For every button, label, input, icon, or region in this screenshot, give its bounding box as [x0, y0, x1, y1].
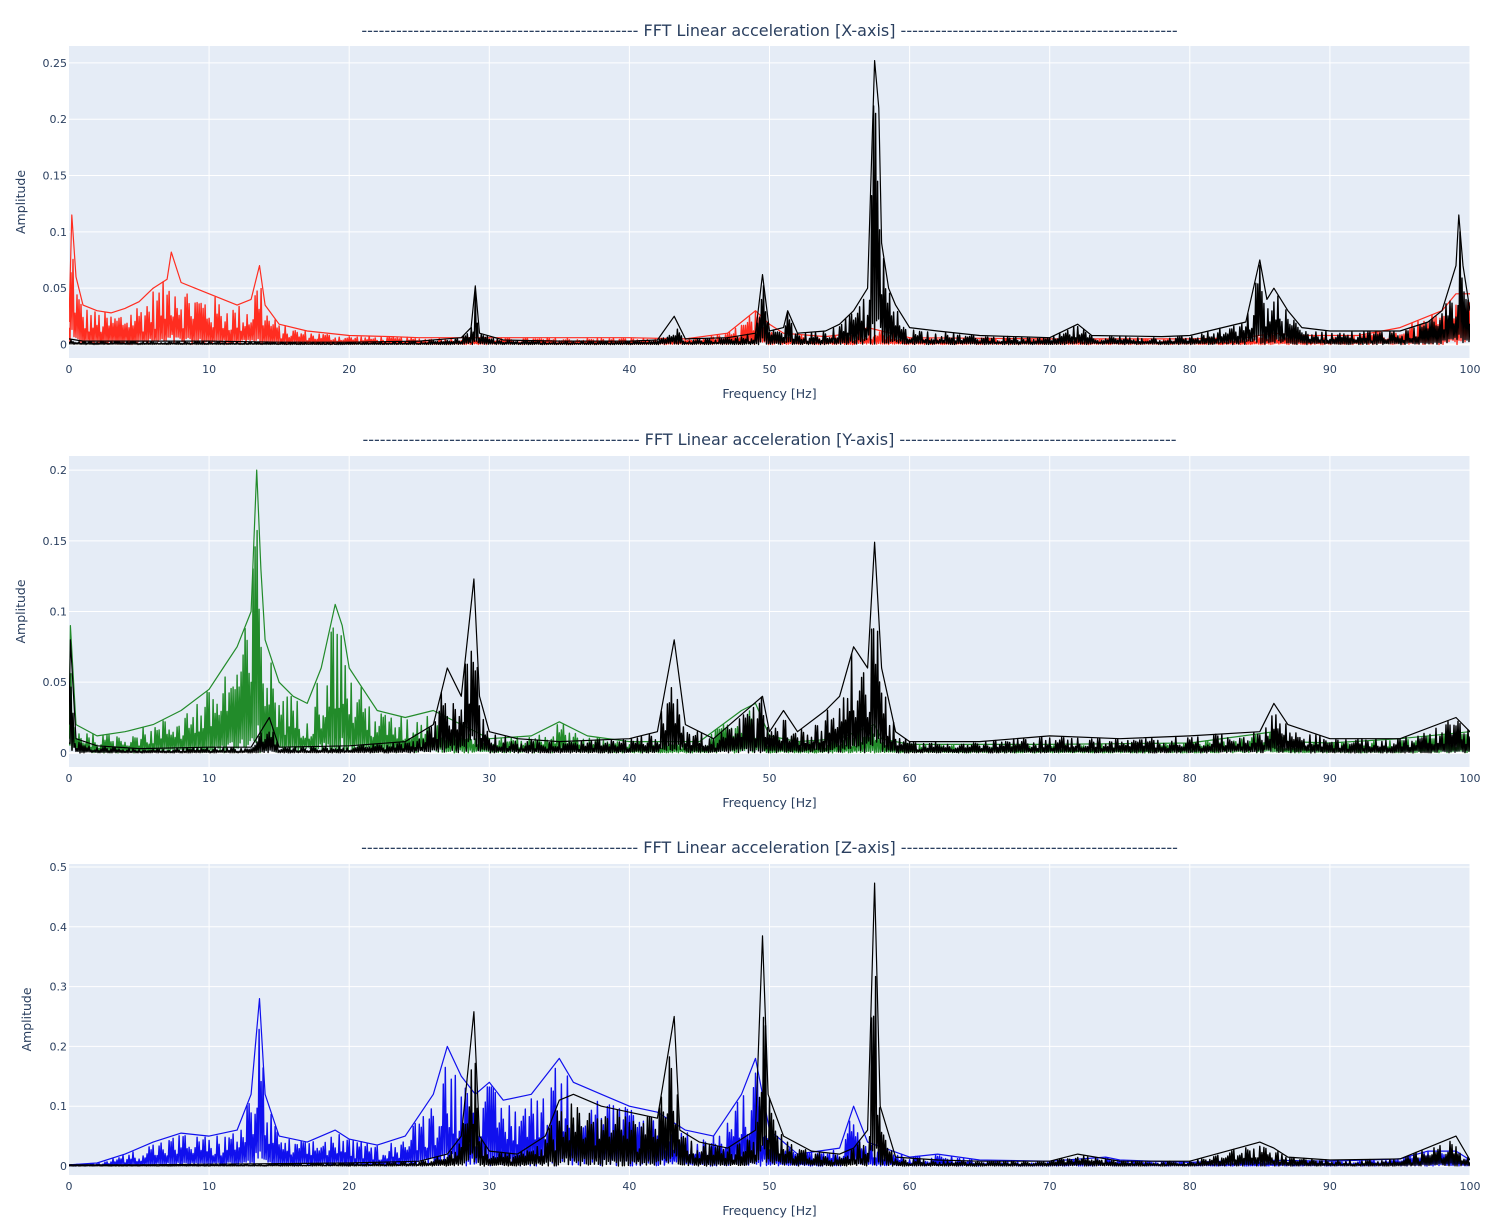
- x-tick-label: 0: [66, 363, 73, 376]
- series-group: [69, 469, 1470, 754]
- y-tick-label: 0.3: [50, 981, 68, 994]
- series-peaks-2: [69, 541, 1470, 750]
- x-tick-label: 100: [1460, 363, 1481, 376]
- y-tick-label: 0.2: [50, 464, 68, 477]
- y-tick-label: 0.1: [50, 226, 68, 239]
- x-tick-label: 20: [342, 772, 356, 785]
- y-tick-label: 0.2: [50, 113, 68, 126]
- subplot-1: 0 10 20 30 40 50 60 70 80 90 100 0 0.05 0.1 0.15 0.2 0.2…: [13, 21, 1481, 401]
- x-tick-label: 40: [622, 1180, 636, 1193]
- series-peaks-2: [69, 882, 1470, 1166]
- subplot-3: 0 10 20 30 40 50 60 70 80 90 100 0 0.1 0.2 0.3 0.4 0.5 --…: [19, 838, 1481, 1218]
- y-tick-label: 0.05: [43, 676, 68, 689]
- subplot-title: ----------------------------------------…: [362, 430, 1176, 449]
- series-peaks-2: [69, 60, 1470, 343]
- x-tick-label: 90: [1323, 363, 1337, 376]
- x-tick-label: 80: [1183, 772, 1197, 785]
- x-tick-label: 80: [1183, 363, 1197, 376]
- y-tick-label: 0.15: [43, 535, 68, 548]
- x-tick-label: 50: [763, 772, 777, 785]
- x-tick-label: 50: [763, 1180, 777, 1193]
- x-axis-label: Frequency [Hz]: [722, 1203, 816, 1218]
- x-axis-label: Frequency [Hz]: [722, 386, 816, 401]
- x-tick-label: 60: [903, 772, 917, 785]
- x-tick-label: 10: [202, 1180, 216, 1193]
- x-tick-label: 70: [1043, 363, 1057, 376]
- x-tick-label: 0: [66, 1180, 73, 1193]
- y-axis-label: Amplitude: [13, 170, 28, 234]
- x-tick-label: 70: [1043, 772, 1057, 785]
- y-tick-label: 0.4: [50, 921, 68, 934]
- y-tick-label: 0.15: [43, 170, 68, 183]
- x-tick-label: 90: [1323, 1180, 1337, 1193]
- x-tick-label: 30: [482, 363, 496, 376]
- y-tick-label: 0: [60, 1160, 67, 1173]
- x-tick-label: 60: [903, 363, 917, 376]
- x-tick-label: 20: [342, 1180, 356, 1193]
- subplot-2: 0 10 20 30 40 50 60 70 80 90 100 0 0.05 0.1 0.15 0.2 ---…: [13, 430, 1481, 810]
- x-tick-label: 100: [1460, 772, 1481, 785]
- x-tick-label: 70: [1043, 1180, 1057, 1193]
- y-tick-label: 0.1: [50, 606, 68, 619]
- y-tick-label: 0.05: [43, 282, 68, 295]
- y-axis-label: Amplitude: [13, 579, 28, 643]
- series-line-2: [69, 628, 1470, 754]
- x-tick-label: 20: [342, 363, 356, 376]
- x-tick-label: 100: [1460, 1180, 1481, 1193]
- y-tick-label: 0.1: [50, 1100, 68, 1113]
- x-tick-label: 10: [202, 772, 216, 785]
- y-tick-label: 0.25: [43, 57, 68, 70]
- x-tick-label: 30: [482, 772, 496, 785]
- y-axis-label: Amplitude: [19, 987, 34, 1051]
- series-line-2: [69, 105, 1470, 346]
- subplot-title: ----------------------------------------…: [361, 21, 1177, 40]
- subplot-title: ----------------------------------------…: [361, 838, 1178, 857]
- x-tick-label: 0: [66, 772, 73, 785]
- series-group: [69, 60, 1470, 346]
- x-tick-label: 80: [1183, 1180, 1197, 1193]
- x-tick-label: 50: [763, 363, 777, 376]
- x-tick-label: 60: [903, 1180, 917, 1193]
- x-tick-label: 40: [622, 772, 636, 785]
- y-tick-label: 0.2: [50, 1040, 68, 1053]
- x-axis-label: Frequency [Hz]: [722, 795, 816, 810]
- x-tick-label: 10: [202, 363, 216, 376]
- y-tick-label: 0: [60, 747, 67, 760]
- y-tick-label: 0: [60, 338, 67, 351]
- x-tick-label: 40: [622, 363, 636, 376]
- x-tick-label: 30: [482, 1180, 496, 1193]
- y-tick-label: 0.5: [50, 861, 68, 874]
- x-tick-label: 90: [1323, 772, 1337, 785]
- series-group: [69, 882, 1470, 1167]
